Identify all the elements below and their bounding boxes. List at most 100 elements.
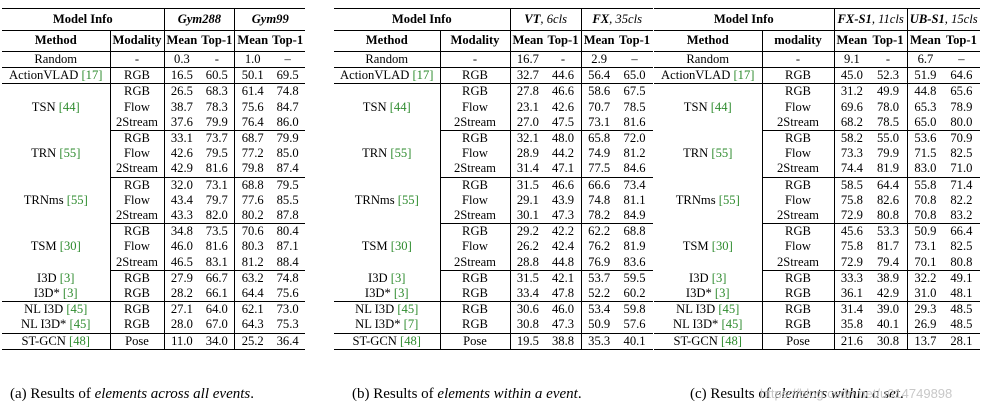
mean-col-header: Mean bbox=[510, 30, 546, 52]
modality-cell: Flow bbox=[440, 239, 511, 255]
method-name: TSN bbox=[683, 99, 708, 114]
method-name: NL I3D bbox=[24, 302, 64, 317]
method-ref[interactable]: [17] bbox=[81, 68, 103, 83]
method-ref[interactable]: [55] bbox=[59, 146, 81, 161]
mean-col-header: Mean bbox=[581, 30, 617, 52]
value-cell: 70.7 bbox=[588, 99, 611, 114]
table-row: I3D [3] RGB 31.5 42.1 53.7 59.5 bbox=[334, 270, 653, 287]
modality-cell: RGB bbox=[110, 83, 165, 100]
table-row: Random -0.3-1.0– bbox=[2, 51, 306, 69]
value-cell: 0.3 bbox=[164, 51, 200, 69]
value-cell: - bbox=[869, 51, 908, 69]
method-ref[interactable]: [30] bbox=[390, 239, 412, 254]
method-ref[interactable]: [55] bbox=[718, 192, 740, 207]
method-ref[interactable]: [55] bbox=[390, 146, 412, 161]
modality-cell: RGB bbox=[762, 317, 835, 334]
table-row: 2Stream 72.9 80.8 70.8 83.2 bbox=[654, 208, 980, 225]
value-cell: 44.2 bbox=[545, 146, 582, 162]
caption-a-emph: elements across all events bbox=[94, 386, 251, 402]
method-ref[interactable]: [44] bbox=[58, 99, 80, 114]
method-ref[interactable]: [3] bbox=[390, 270, 406, 285]
method-ref[interactable]: [17] bbox=[412, 68, 434, 83]
value-cell: 1.0 bbox=[234, 51, 271, 69]
method-ref[interactable]: [30] bbox=[711, 239, 733, 254]
table-row: NL I3D* [7] RGB 30.8 47.3 50.9 57.6 bbox=[334, 317, 653, 334]
method-ref[interactable]: [17] bbox=[733, 68, 755, 83]
method-name: ST-GCN bbox=[21, 333, 66, 348]
method-ref[interactable]: [45] bbox=[66, 302, 88, 317]
method-ref[interactable]: [55] bbox=[66, 192, 88, 207]
method-ref[interactable]: [30] bbox=[59, 239, 81, 254]
method-ref[interactable]: [48] bbox=[69, 333, 90, 348]
method-ref[interactable]: [3] bbox=[62, 286, 78, 301]
value-cell: 39.0 bbox=[869, 301, 908, 318]
method-ref[interactable]: [3] bbox=[714, 286, 730, 301]
method-name: ST-GCN bbox=[673, 333, 718, 348]
modality-cell: Flow bbox=[440, 146, 511, 162]
value-cell: 35.3 bbox=[581, 333, 617, 350]
method-ref[interactable]: [55] bbox=[711, 146, 733, 161]
table-row: ActionVLAD [17] RGB 32.7 44.6 56.4 65.0 bbox=[334, 67, 653, 85]
value-cell: 31.4 bbox=[840, 302, 863, 317]
value-cell: 68.8 bbox=[623, 224, 646, 239]
modality-cell: RGB bbox=[440, 177, 511, 193]
method-cell: NL I3D* [45] bbox=[2, 317, 111, 334]
table-row: TRN [55] RGB 58.2 55.0 53.6 70.9 bbox=[654, 130, 980, 178]
method-ref[interactable]: [3] bbox=[393, 286, 409, 301]
value-cell: 69.5 bbox=[270, 67, 306, 85]
value-cell: 73.0 bbox=[276, 302, 299, 317]
method-name: TSM bbox=[682, 239, 709, 254]
method-ref[interactable]: [48] bbox=[400, 333, 421, 348]
modality-cell: RGB bbox=[440, 317, 511, 334]
method-ref[interactable]: [45] bbox=[69, 317, 91, 332]
table-row: 2Stream 31.4 47.1 77.5 84.6 bbox=[334, 161, 653, 178]
method-name: ST-GCN bbox=[352, 333, 397, 348]
method-ref[interactable]: [45] bbox=[397, 302, 419, 317]
value-cell: 27.0 bbox=[510, 114, 546, 132]
method-ref[interactable]: [44] bbox=[710, 99, 732, 114]
value-cell: 58.6 bbox=[588, 84, 611, 99]
table-row: Flow 42.6 79.5 77.2 85.0 bbox=[2, 146, 305, 162]
value-cell: 79.4 bbox=[869, 254, 908, 271]
modality-cell: Pose bbox=[110, 333, 165, 350]
value-cell: 44.8 bbox=[545, 254, 582, 271]
value-cell: 47.8 bbox=[545, 286, 582, 303]
caption-a-prefix: (a) Results of bbox=[10, 386, 95, 402]
value-cell: 83.1 bbox=[199, 254, 236, 271]
modality-cell: RGB bbox=[110, 67, 165, 85]
modality-cell: Flow bbox=[762, 239, 835, 255]
value-cell: 47.1 bbox=[545, 161, 582, 178]
value-cell: 78.0 bbox=[869, 99, 908, 115]
method-name: ActionVLAD bbox=[340, 68, 410, 83]
top1-col-header: Top-1 bbox=[616, 30, 653, 52]
modality-cell: RGB bbox=[762, 223, 835, 240]
value-cell: 28.0 bbox=[164, 317, 200, 334]
value-cell: 83.2 bbox=[943, 208, 980, 225]
value-cell: 16.5 bbox=[164, 67, 200, 85]
table-row: ActionVLAD [17] RGB 16.5 60.5 50.1 69.5 bbox=[2, 67, 306, 85]
value-cell: 80.2 bbox=[234, 208, 271, 225]
method-ref[interactable]: [3] bbox=[59, 270, 75, 285]
dataset-1-name: VT bbox=[524, 11, 541, 26]
method-ref[interactable]: [55] bbox=[397, 192, 419, 207]
value-cell: 19.5 bbox=[510, 333, 546, 350]
value-cell: 48.5 bbox=[943, 317, 980, 334]
method-ref[interactable]: [7] bbox=[403, 317, 419, 332]
model-info-header: Model Info bbox=[2, 8, 165, 31]
method-cell: TSM [30] bbox=[654, 223, 763, 271]
modality-cell: RGB bbox=[440, 83, 511, 100]
value-cell: 27.9 bbox=[170, 270, 193, 285]
method-ref[interactable]: [45] bbox=[718, 302, 740, 317]
value-cell: 81.2 bbox=[234, 254, 271, 271]
dataset-2-name: FX bbox=[592, 11, 610, 26]
value-cell: 63.2 bbox=[241, 270, 264, 285]
method-ref[interactable]: [44] bbox=[389, 99, 411, 114]
method-name: Random bbox=[34, 52, 78, 66]
method-ref[interactable]: [45] bbox=[721, 317, 743, 332]
value-cell: 28.2 bbox=[164, 286, 200, 303]
value-cell: 42.4 bbox=[545, 239, 582, 255]
method-ref[interactable]: [3] bbox=[711, 270, 727, 285]
dataset-1-classes: , 6cls bbox=[540, 11, 567, 26]
method-ref[interactable]: [48] bbox=[721, 333, 742, 348]
value-cell: 31.0 bbox=[907, 286, 944, 303]
